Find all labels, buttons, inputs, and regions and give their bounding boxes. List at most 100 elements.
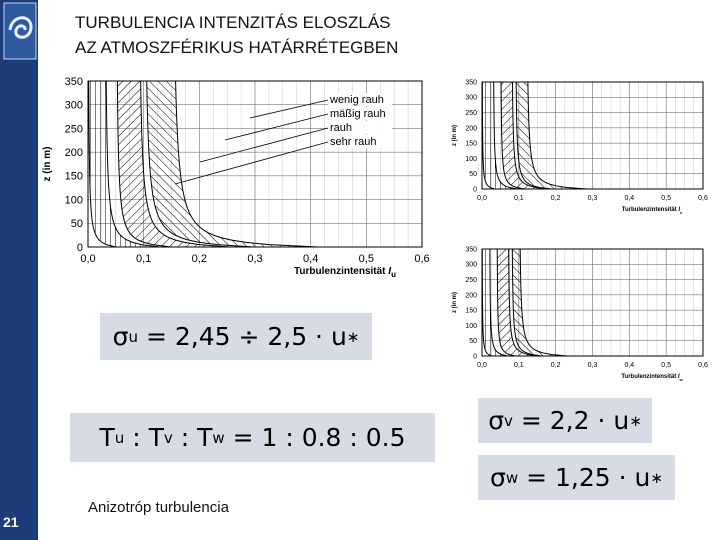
page-number: 21 [3,514,19,530]
x-tick-label: 0,2 [551,195,561,202]
y-tick-label: 150 [65,171,83,183]
formula-text: T [99,423,115,452]
y-tick-label: 0 [473,186,477,193]
legend-leader [224,113,329,141]
y-tick-label: 350 [465,79,477,86]
y-tick-label: 0 [77,242,83,254]
x-label-symbol: I [678,207,680,213]
y-tick-label: 350 [65,76,83,88]
x-tick-label: 0,5 [359,253,374,265]
x-tick-label: 0,5 [661,195,671,202]
formula-subscript: ∗ [650,468,663,487]
x-label-sub: u [391,270,396,279]
plot-frame [481,81,704,190]
x-tick-label: 0,1 [136,253,151,265]
hatched-band [515,81,588,190]
y-tick-label: 50 [71,218,83,230]
formula-text: = 2,2 · u [512,406,630,435]
logo-swirl [8,16,33,39]
legend-bg [328,121,392,134]
formula-text: = 1,25 · u [518,463,651,492]
x-tick-label: 0,3 [247,253,262,265]
formula-subscript: v [504,411,513,430]
x-axis-label: Turbulenzintensität Iu [294,266,396,279]
x-tick-label: 0,3 [588,195,598,202]
x-label-sub: v [680,210,683,215]
y-axis-label: z (in m) [42,147,53,182]
y-tick-label: 200 [65,147,83,159]
x-tick-label: 0,1 [514,362,524,369]
x-axis-label: Turbulenzintensität Iw [621,374,683,382]
legend-label: sehr rauh [330,136,376,148]
caption: Anizotróp turbulencia [88,499,229,516]
formula-text: σ [112,322,129,351]
formula-text: = 2,45 ÷ 2,5 · u [138,322,347,351]
y-tick-label: 300 [465,95,477,102]
x-axis-label: Turbulenzintensität Iv [622,207,683,215]
y-axis-label: z (in m) [452,292,458,313]
x-tick-label: 0,0 [477,195,487,202]
formula-subscript: ∗ [346,327,360,346]
x-tick-label: 0,2 [192,253,207,265]
y-tick-label: 100 [65,194,83,206]
formula-text: σ [490,463,506,492]
y-tick-label: 300 [65,100,83,112]
y-tick-label: 50 [469,171,477,178]
formula-text: = 1 : 0.8 : 0.5 [224,423,406,452]
formula-subscript: u [128,327,138,346]
hatched-band [511,248,568,357]
x-tick-label: 0,6 [414,253,429,265]
y-tick-label: 350 [465,246,477,253]
formula-subscript: w [212,428,225,447]
y-tick-label: 200 [465,292,477,299]
chart: 0 50 100 150 200 250 300 350 0,0 0,1 0,2 0,3 0,4 0,5 0… [42,76,430,279]
y-tick-label: 50 [469,338,477,345]
legend-bg [328,135,392,148]
y-tick-label: 250 [465,110,477,117]
x-label-sub: w [679,377,684,382]
title-line: TURBULENCIA INTENZITÁS ELOSZLÁS [75,13,391,32]
y-tick-label: 150 [465,308,477,315]
x-label-text: Turbulenzintensität [294,266,386,277]
chart: 0 50 100 150 200 250 300 350 0,0 0,1 0,2 0,3 0,4 0,5 0… [452,246,708,382]
x-label-text: Turbulenzintensität [622,207,677,213]
plot-frame [87,80,423,248]
x-tick-label: 0,6 [698,195,708,202]
y-tick-label: 250 [465,277,477,284]
legend-leader [199,127,329,163]
x-tick-label: 0,4 [624,362,634,369]
legend-leader [174,141,329,185]
plot-frame [481,248,704,357]
x-tick-label: 0,5 [661,362,671,369]
formula-text: σ [488,406,505,435]
chart: 0 50 100 150 200 250 300 350 0,0 0,1 0,2 0,3 0,4 0,5 0… [452,79,708,215]
legend-label: wenig rauh [329,94,384,106]
x-tick-label: 0,4 [624,195,634,202]
x-label-symbol: I [388,266,391,277]
formula-subscript: v [163,428,173,447]
x-tick-label: 0,6 [698,362,708,369]
x-tick-label: 0,2 [551,362,561,369]
y-tick-label: 100 [465,323,477,330]
side-strip [0,0,38,540]
y-tick-label: 250 [65,123,83,135]
legend-label: mäßig rauh [330,108,386,120]
legend-bg [328,93,392,106]
legend-bg [328,107,392,120]
x-tick-label: 0,4 [303,253,318,265]
formula-text: : T [124,423,164,452]
y-tick-label: 200 [465,125,477,132]
title: TURBULENCIA INTENZITÁS ELOSZLÁS AZ ATMOS… [75,10,398,60]
y-tick-label: 100 [465,156,477,163]
legend-leader [249,99,329,119]
formula-text: : T [172,423,213,452]
x-tick-label: 0,0 [80,253,95,265]
x-tick-label: 0,3 [588,362,598,369]
legend-label: rauh [330,122,352,134]
